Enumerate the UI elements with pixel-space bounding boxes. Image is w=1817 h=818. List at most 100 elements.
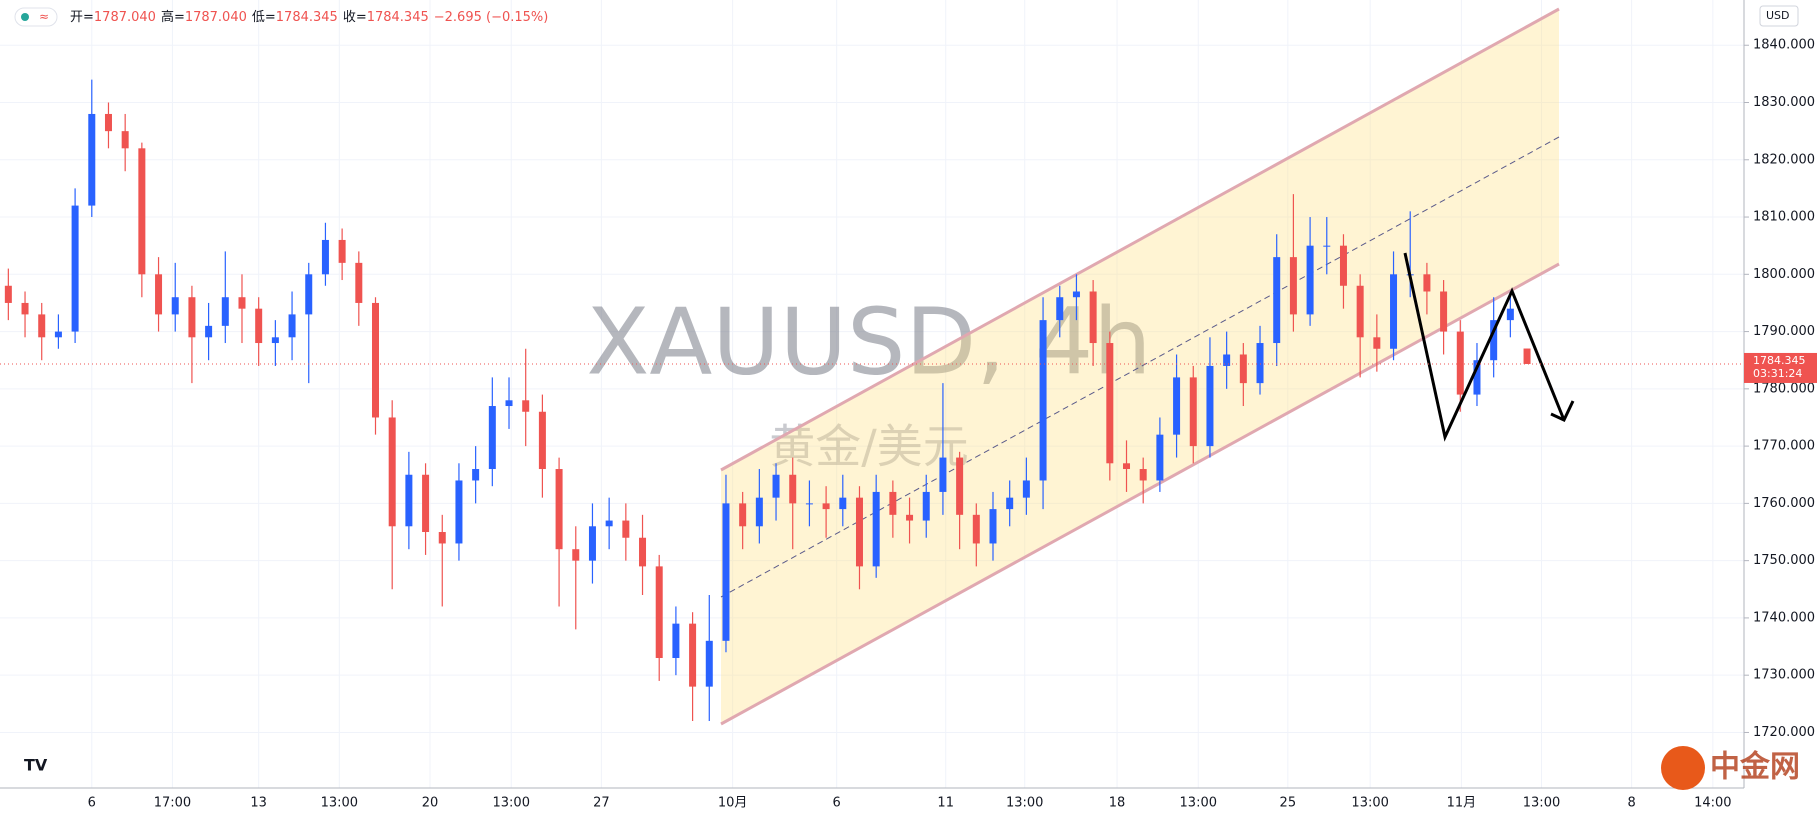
candle-body — [722, 503, 730, 641]
axes: 1720.000 1730.000 1740.000 1750.000 1760.000… — [0, 38, 1817, 811]
candle-body — [1072, 291, 1080, 298]
candle-body — [639, 537, 647, 567]
candle-body — [922, 491, 930, 521]
x-tick-label: 13:00 — [1523, 796, 1560, 811]
candle-body — [1423, 274, 1431, 292]
candle-body — [822, 503, 830, 510]
candle-body — [271, 337, 279, 344]
arrow-head — [1550, 400, 1575, 422]
candle-body — [1039, 320, 1047, 481]
candle-body — [889, 491, 897, 515]
ohlc-value: 1787.040 — [185, 10, 247, 25]
channel-lower — [720, 262, 1560, 726]
candle-body — [1339, 245, 1347, 286]
watermark-sub: 黄金/美元 — [769, 420, 969, 474]
candle-body — [839, 497, 847, 510]
candle-body — [572, 549, 580, 561]
candle-body — [438, 532, 446, 544]
y-tick-label: 1740.000 — [1753, 610, 1815, 625]
candle-body — [588, 526, 596, 561]
candle-body — [305, 274, 313, 315]
candle-body — [1156, 434, 1164, 481]
y-tick-label: 1760.000 — [1753, 496, 1815, 511]
x-tick-label: 18 — [1109, 796, 1126, 811]
y-tick-label: 1790.000 — [1753, 324, 1815, 339]
candle-body — [705, 640, 713, 687]
candle-body — [1139, 469, 1147, 481]
candle-body — [1289, 257, 1297, 315]
candle-body — [522, 400, 530, 412]
candle-body — [739, 503, 747, 527]
candle-body — [805, 503, 813, 505]
ohlc-value: 1784.345 — [276, 10, 338, 25]
candle-body — [538, 411, 546, 470]
x-tick-label: 13:00 — [1006, 796, 1043, 811]
x-tick-label: 6 — [833, 796, 841, 811]
candle-body — [689, 623, 697, 687]
candle-body — [21, 302, 29, 315]
candle-body — [989, 509, 997, 544]
candle-body — [88, 113, 96, 206]
x-tick-label: 6 — [88, 796, 96, 811]
candle-body — [321, 239, 329, 275]
status-dot — [21, 13, 29, 21]
candle-body — [338, 239, 346, 263]
candle-body — [655, 566, 663, 659]
candle-body — [238, 297, 246, 309]
candle-body — [1390, 274, 1398, 349]
candle-body — [789, 474, 797, 504]
candle-body — [1473, 360, 1481, 395]
candle-body — [605, 520, 613, 527]
candle-body — [472, 469, 480, 481]
candle-body — [155, 274, 163, 315]
x-tick-label: 14:00 — [1694, 796, 1731, 811]
x-tick-label: 17:00 — [154, 796, 191, 811]
candle-body — [388, 417, 396, 527]
logo: 中金网 — [1710, 750, 1800, 785]
y-tick-label: 1840.000 — [1753, 38, 1815, 53]
x-tick-label: 13 — [250, 796, 267, 811]
x-tick-label: 8 — [1627, 796, 1635, 811]
y-tick-label: 1730.000 — [1753, 668, 1815, 683]
candle-body — [171, 297, 179, 315]
candle-body — [405, 474, 413, 527]
projection-arrow — [1403, 252, 1566, 442]
candle-body — [956, 457, 964, 515]
candle-body — [1022, 480, 1030, 498]
candle-body — [455, 480, 463, 544]
candle-body — [205, 325, 213, 338]
last-price-tag — [1744, 352, 1817, 383]
candle-body — [1056, 297, 1064, 321]
candle-body — [555, 469, 563, 550]
x-tick-label: 13:00 — [1180, 796, 1217, 811]
candle-body — [1089, 291, 1097, 344]
candle-body — [1123, 463, 1131, 470]
x-tick-label: 25 — [1280, 796, 1297, 811]
x-tick-label: 20 — [422, 796, 439, 811]
candle-body — [1490, 320, 1498, 361]
candle-body — [1239, 354, 1247, 384]
candle-body — [255, 308, 263, 344]
candle-body — [1223, 354, 1231, 366]
candle-body — [188, 297, 196, 338]
tv-logo[interactable]: TV — [24, 756, 48, 775]
currency[interactable]: USD — [1766, 9, 1790, 22]
ohlc-value: 1787.040 — [94, 10, 156, 25]
logo-icon — [1661, 746, 1705, 790]
candle-body — [972, 514, 980, 544]
candle-body — [855, 497, 863, 567]
candle-body — [1206, 365, 1214, 447]
channel-fill — [721, 9, 1559, 724]
candle-body — [1173, 377, 1181, 435]
candle-body — [1306, 245, 1314, 315]
candle-body — [288, 314, 296, 338]
x-tick-label: 13:00 — [493, 796, 530, 811]
candle-body — [906, 514, 914, 521]
candle-body — [1273, 257, 1281, 344]
y-tick-label: 1820.000 — [1753, 152, 1815, 167]
candle-body — [71, 205, 79, 332]
x-tick-label: 10月 — [718, 796, 748, 811]
currency-box[interactable] — [1759, 5, 1799, 27]
ohlc-change: −2.695 (−0.15%) — [434, 10, 549, 25]
